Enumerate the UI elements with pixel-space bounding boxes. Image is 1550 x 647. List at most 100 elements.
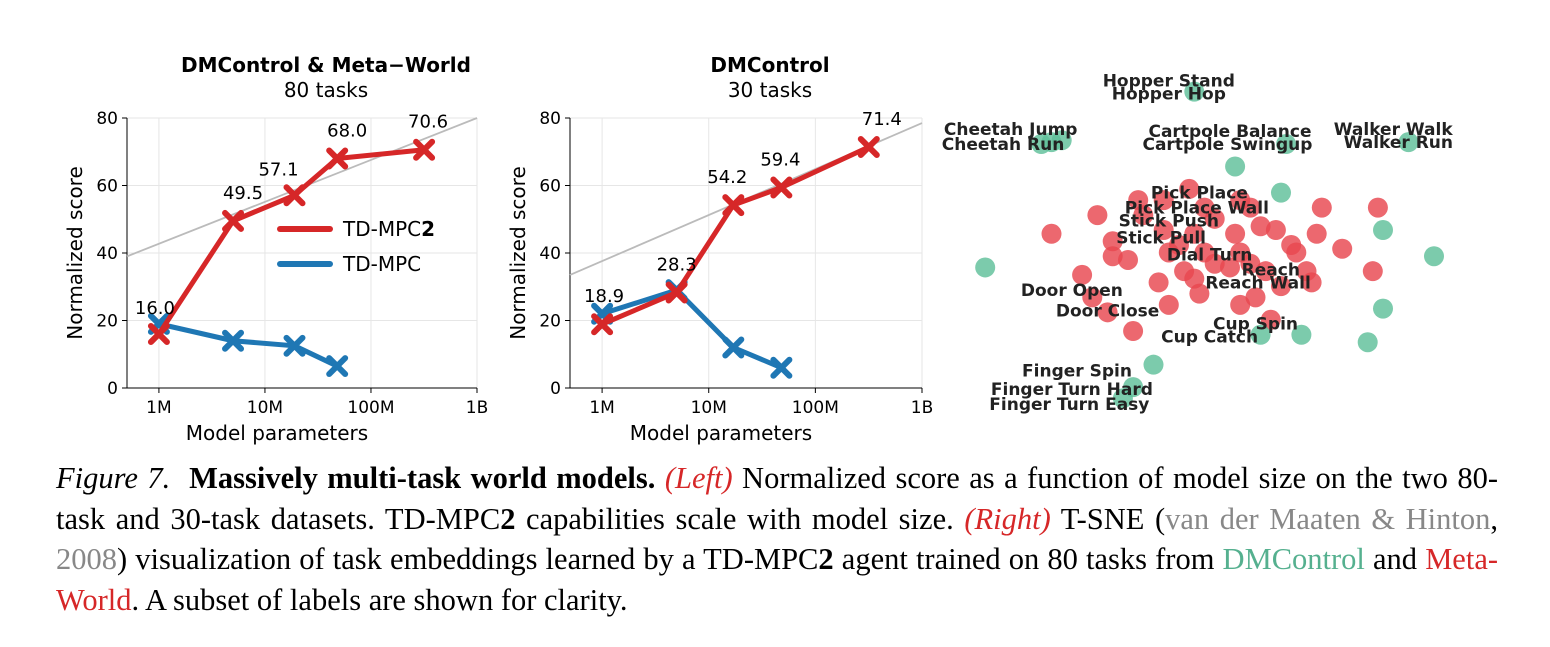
data-point-td-mpc2-stroke-b [857, 136, 880, 159]
tsne-point-metaworld [1179, 178, 1200, 199]
data-point-td-mpc2-stroke-b [326, 147, 349, 170]
tsne-point-metaworld [1260, 309, 1281, 330]
tsne-point-dmcontrol [1031, 134, 1052, 155]
data-point-td-mpc2 [147, 323, 170, 345]
tsne-task-label: Hopper Stand [1103, 71, 1235, 91]
caption-text-1: Normalized score as a function of model … [56, 461, 1498, 536]
y-tick-label: 40 [539, 244, 561, 264]
tsne-point-dmcontrol [1271, 182, 1291, 203]
tsne-point-metaworld [1240, 253, 1261, 274]
caption-text-6: . A subset of labels are shown for clari… [131, 582, 628, 617]
chart-subtitle: 80 tasks [284, 78, 368, 102]
data-point-td-mpc [326, 355, 349, 378]
tsne-task-label: Cartpole Balance [1148, 122, 1311, 142]
x-tick-label: 10M [691, 398, 727, 418]
data-label: 54.2 [707, 167, 747, 188]
tsne-task-label: Cheetah Jump [944, 120, 1078, 140]
data-point-td-mpc2-stroke-b [222, 209, 245, 232]
x-tick-label: 100M [792, 398, 839, 418]
data-label: 18.9 [584, 286, 624, 307]
tsne-point-metaworld [1204, 253, 1225, 274]
tsne-point-metaworld [1265, 220, 1286, 241]
tsne-task-label: Pick Place [1151, 184, 1248, 204]
data-point-td-mpc [722, 336, 745, 359]
data-point-td-mpc2 [222, 209, 245, 232]
data-label: 57.1 [258, 159, 298, 180]
data-label: 59.4 [760, 150, 800, 171]
legend-label: TD-MPC [342, 252, 421, 276]
data-label: 16.0 [135, 298, 175, 319]
tsne-point-dmcontrol [1225, 156, 1246, 177]
tsne-task-label: Cartpole Swingup [1142, 135, 1312, 155]
x-axis-label: Model parameters [186, 421, 368, 445]
tsne-task-label: Door Open [1021, 281, 1123, 301]
y-tick-label: 40 [96, 244, 118, 264]
data-point-td-mpc-stroke-b [222, 329, 245, 352]
caption-text-2: capabilities scale with model size. [515, 501, 965, 536]
tsne-point-metaworld [1102, 246, 1123, 267]
tsne-point-metaworld [1133, 205, 1154, 226]
data-point-td-mpc2-stroke-b [665, 281, 688, 304]
tsne-point-dmcontrol [1250, 324, 1271, 345]
y-tick-label: 60 [539, 177, 561, 197]
tsne-point-metaworld [1204, 208, 1225, 229]
chart-title: DMControl & Meta−World [181, 53, 471, 77]
chart-title: DMControl [710, 53, 829, 77]
data-point-td-mpc2-stroke-b [147, 323, 170, 345]
data-label: 71.4 [862, 109, 902, 130]
data-point-td-mpc2 [722, 194, 745, 217]
tsne-task-label: Walker Walk [1334, 120, 1454, 140]
tsne-point-dmcontrol [1373, 298, 1393, 319]
data-point-td-mpc-stroke-b [722, 336, 745, 359]
tsne-point-metaworld [1250, 216, 1271, 237]
tsne-task-label: Finger Turn Easy [989, 395, 1149, 415]
chart-subtitle: 30 tasks [728, 78, 812, 102]
tsne-point-metaworld [1041, 223, 1062, 244]
data-label: 28.3 [657, 254, 697, 275]
y-axis-label: Normalized score [63, 166, 87, 340]
tsne-task-label: Walker Run [1344, 133, 1453, 153]
data-label: 49.5 [223, 183, 263, 204]
tsne-point-metaworld [1230, 294, 1251, 315]
tsne-point-dmcontrol [1424, 246, 1444, 267]
tsne-point-dmcontrol [1276, 134, 1297, 155]
caption-figure-label: Figure 7. [56, 461, 171, 495]
tsne-point-metaworld [1220, 257, 1240, 278]
tsne-point-metaworld [1271, 276, 1291, 297]
y-tick-label: 80 [96, 109, 118, 129]
data-point-td-mpc-stroke-b [283, 334, 306, 357]
tsne-task-label: Finger Spin [1022, 361, 1132, 381]
tsne-point-metaworld [1153, 220, 1174, 241]
caption-bold-2b: 2 [818, 542, 834, 576]
y-tick-label: 60 [96, 177, 118, 197]
tsne-point-metaworld [1362, 261, 1383, 282]
caption-cite-author[interactable]: van der Maaten & Hinton [1165, 501, 1491, 536]
tsne-point-dmcontrol [1398, 132, 1419, 153]
caption-cite-year[interactable]: 2008 [56, 542, 117, 576]
tsne-task-label: Hopper Hop [1112, 85, 1226, 105]
tsne-point-metaworld [1230, 190, 1251, 211]
caption-right-tag: (Right) [964, 501, 1051, 536]
data-point-td-mpc2-stroke-b [770, 176, 793, 199]
tsne-point-metaworld [1332, 238, 1353, 259]
data-point-td-mpc2 [413, 138, 436, 161]
data-point-td-mpc2 [591, 313, 614, 336]
data-point-td-mpc2-stroke-b [283, 184, 306, 207]
tsne-point-dmcontrol [1291, 324, 1312, 345]
tsne-point-dmcontrol [1143, 354, 1164, 375]
tsne-task-label: Finger Turn Hard [991, 380, 1153, 400]
tsne-task-label: Stick Push [1119, 212, 1219, 232]
x-tick-label: 10M [247, 398, 283, 418]
series-line-td-mpc [599, 287, 784, 371]
data-point-td-mpc2 [857, 136, 880, 159]
caption-text-5: agent trained on 80 tasks from [833, 542, 1223, 576]
tsne-point-metaworld [1158, 294, 1179, 315]
data-point-td-mpc-stroke-b [770, 356, 793, 379]
legend-label-text: TD-MPC [342, 252, 421, 276]
x-axis-label: Model parameters [630, 421, 812, 445]
tsne-task-label: Pick Place Wall [1125, 199, 1269, 219]
y-tick-label: 20 [96, 312, 118, 332]
